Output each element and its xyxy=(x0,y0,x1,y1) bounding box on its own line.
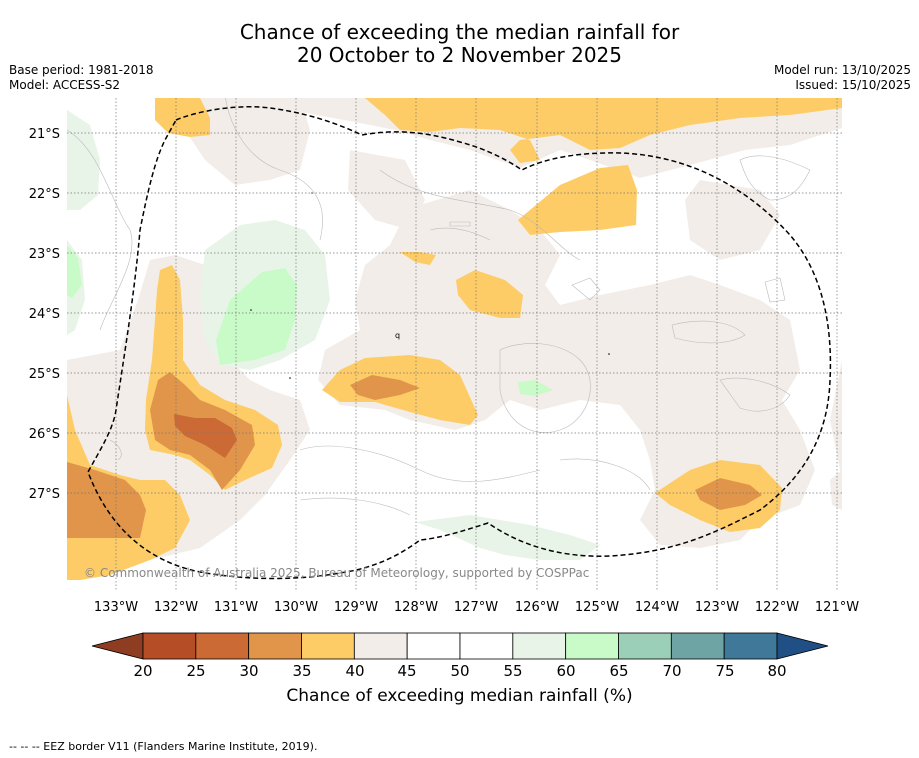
graticule xyxy=(67,98,843,591)
map-area: q © Commonwealth of Australia 2025, Bure… xyxy=(67,98,843,591)
lat-label: 23°S xyxy=(29,247,60,262)
lat-label: 27°S xyxy=(29,487,60,502)
dark-orange-band-25-30 xyxy=(174,414,237,458)
latitude-labels: 21°S 22°S 23°S 24°S 25°S 26°S 27°S xyxy=(29,127,60,502)
colorbar-tick: 40 xyxy=(345,662,364,680)
colorbar-bin xyxy=(195,632,250,660)
model-run: Model run: 13/10/2025 xyxy=(773,63,911,77)
colorbar-bin xyxy=(723,632,778,660)
issued-date: Issued: 15/10/2025 xyxy=(795,78,911,92)
lon-label: 126°W xyxy=(515,600,559,615)
model-name: Model: ACCESS-S2 xyxy=(9,78,121,92)
colorbar-bin xyxy=(353,632,408,660)
map-dot xyxy=(250,309,252,311)
lon-label: 122°W xyxy=(755,600,799,615)
colorbar-tick: 50 xyxy=(450,662,469,680)
colorbar-bin xyxy=(565,632,619,660)
colorbar-bin xyxy=(301,632,355,660)
lon-label: 127°W xyxy=(454,600,498,615)
lon-label: 133°W xyxy=(94,600,138,615)
chart-title-line-1: Chance of exceeding the median rainfall … xyxy=(239,20,680,44)
lon-label: 129°W xyxy=(334,600,378,615)
colorbar-bin xyxy=(459,632,514,660)
colorbar-tick: 45 xyxy=(397,662,416,680)
small-label: q xyxy=(395,331,400,340)
colorbar-bin xyxy=(406,632,461,660)
eez-legend: -- -- -- EEZ border V11 (Flanders Marine… xyxy=(9,740,318,753)
base-period: Base period: 1981-2018 xyxy=(9,63,154,77)
colorbar-label: Chance of exceeding median rainfall (%) xyxy=(286,686,633,706)
lon-label: 125°W xyxy=(575,600,619,615)
lon-label: 130°W xyxy=(274,600,318,615)
colorbar-bin xyxy=(512,632,567,660)
lon-label: 128°W xyxy=(394,600,438,615)
longitude-labels: 133°W 132°W 131°W 130°W 129°W 128°W 127°… xyxy=(94,600,859,615)
eez-border xyxy=(87,106,832,580)
colorbar-under-arrow xyxy=(91,632,144,660)
lat-label: 21°S xyxy=(29,127,60,142)
map-dot xyxy=(289,377,291,379)
colorbar-bin xyxy=(142,632,197,660)
lon-label: 121°W xyxy=(815,600,859,615)
chart-title-line-2: 20 October to 2 November 2025 xyxy=(296,43,623,67)
lon-label: 123°W xyxy=(695,600,739,615)
lon-label: 131°W xyxy=(214,600,258,615)
colorbar-over-arrow xyxy=(776,632,829,660)
lat-label: 24°S xyxy=(29,307,60,322)
colorbar-tick: 60 xyxy=(556,662,575,680)
colorbar-tick: 80 xyxy=(767,662,786,680)
colorbar-tick: 75 xyxy=(715,662,734,680)
colorbar-tick: 25 xyxy=(186,662,205,680)
colorbar-tick: 55 xyxy=(503,662,522,680)
lon-label: 132°W xyxy=(154,600,198,615)
map-dot xyxy=(608,353,610,355)
map-dot xyxy=(311,192,313,194)
colorbar-tick: 30 xyxy=(239,662,258,680)
lat-label: 22°S xyxy=(29,187,60,202)
contour-lines xyxy=(67,98,811,516)
colorbar-bin xyxy=(670,632,725,660)
colorbar-bin xyxy=(618,632,672,660)
colorbar-tick: 65 xyxy=(609,662,628,680)
copyright-text: © Commonwealth of Australia 2025, Bureau… xyxy=(84,566,589,580)
lat-label: 26°S xyxy=(29,427,60,442)
colorbar: 20 25 30 35 40 45 50 55 60 65 70 75 80 xyxy=(91,632,829,680)
colorbar-tick: 20 xyxy=(133,662,152,680)
lat-label: 25°S xyxy=(29,367,60,382)
colorbar-tick: 35 xyxy=(292,662,311,680)
lon-label: 124°W xyxy=(635,600,679,615)
colorbar-bin xyxy=(248,632,302,660)
colorbar-tick: 70 xyxy=(662,662,681,680)
